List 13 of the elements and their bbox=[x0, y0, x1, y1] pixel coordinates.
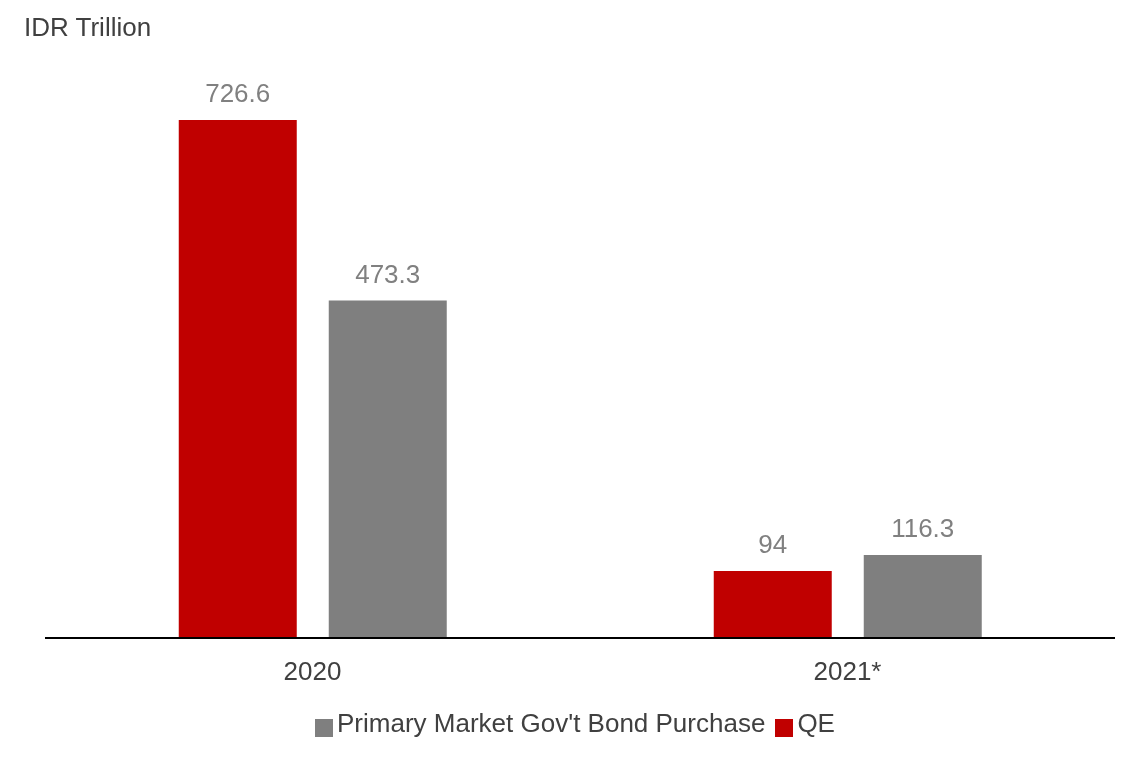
data-label: 473.3 bbox=[355, 258, 421, 289]
legend-label: Primary Market Gov't Bond Purchase bbox=[337, 708, 766, 738]
bar bbox=[328, 300, 447, 638]
x-tick-label: 2021* bbox=[813, 656, 882, 687]
data-label: 94 bbox=[758, 528, 788, 559]
bar bbox=[178, 120, 297, 638]
x-tick-label: 2020 bbox=[283, 656, 342, 687]
bar bbox=[713, 570, 832, 638]
data-label: 116.3 bbox=[891, 513, 955, 544]
legend-label: QE bbox=[797, 708, 835, 738]
bar bbox=[863, 555, 982, 638]
data-label: 726.6 bbox=[205, 78, 271, 108]
y-axis-title: IDR Trillion bbox=[24, 12, 152, 43]
